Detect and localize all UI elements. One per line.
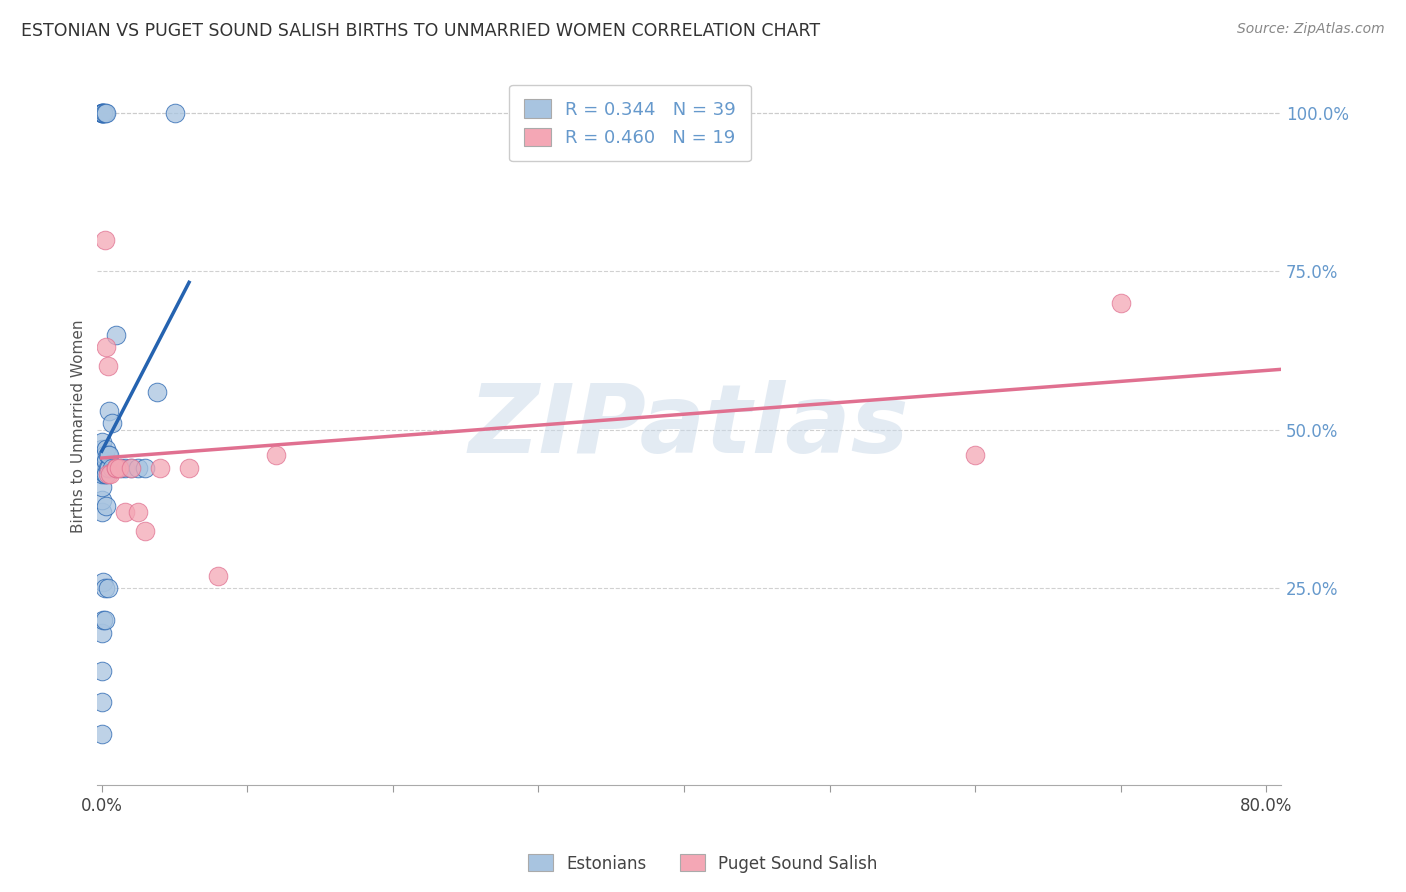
Text: ZIPatlas: ZIPatlas xyxy=(468,380,910,473)
Point xyxy=(96,581,118,595)
Point xyxy=(134,524,156,539)
Point xyxy=(98,460,121,475)
Point xyxy=(90,454,112,468)
Legend: Estonians, Puget Sound Salish: Estonians, Puget Sound Salish xyxy=(522,847,884,880)
Point xyxy=(90,492,112,507)
Point xyxy=(90,442,112,456)
Point xyxy=(98,448,121,462)
Point xyxy=(90,727,112,741)
Point xyxy=(110,460,132,475)
Point xyxy=(127,460,149,475)
Point xyxy=(91,574,114,589)
Point xyxy=(94,499,117,513)
Point xyxy=(90,480,112,494)
Point xyxy=(105,327,128,342)
Point xyxy=(163,106,186,120)
Point xyxy=(93,448,115,462)
Point xyxy=(90,435,112,450)
Point xyxy=(91,106,114,120)
Point xyxy=(134,460,156,475)
Point xyxy=(177,460,200,475)
Point xyxy=(149,460,172,475)
Point xyxy=(93,467,115,482)
Point xyxy=(93,106,115,120)
Point xyxy=(94,106,117,120)
Point xyxy=(90,467,112,482)
Point xyxy=(94,442,117,456)
Point xyxy=(1109,296,1132,310)
Point xyxy=(93,613,115,627)
Point xyxy=(90,448,112,462)
Point xyxy=(101,460,124,475)
Point xyxy=(94,454,117,468)
Point xyxy=(114,460,136,475)
Point xyxy=(146,384,169,399)
Point xyxy=(965,448,987,462)
Point xyxy=(105,460,128,475)
Point xyxy=(108,460,131,475)
Point xyxy=(91,106,114,120)
Point xyxy=(100,467,122,482)
Point xyxy=(90,625,112,640)
Point xyxy=(98,404,121,418)
Point xyxy=(207,568,229,582)
Point xyxy=(105,460,128,475)
Point xyxy=(266,448,288,462)
Point xyxy=(127,505,149,519)
Point xyxy=(120,460,142,475)
Point xyxy=(94,467,117,482)
Point xyxy=(114,505,136,519)
Point xyxy=(101,417,124,431)
Point xyxy=(96,359,118,374)
Text: Source: ZipAtlas.com: Source: ZipAtlas.com xyxy=(1237,22,1385,37)
Point xyxy=(94,340,117,354)
Point xyxy=(91,613,114,627)
Y-axis label: Births to Unmarried Women: Births to Unmarried Women xyxy=(72,320,86,533)
Point xyxy=(93,581,115,595)
Text: ESTONIAN VS PUGET SOUND SALISH BIRTHS TO UNMARRIED WOMEN CORRELATION CHART: ESTONIAN VS PUGET SOUND SALISH BIRTHS TO… xyxy=(21,22,820,40)
Point xyxy=(96,448,118,462)
Point xyxy=(90,664,112,678)
Point xyxy=(96,460,118,475)
Point xyxy=(96,467,118,482)
Point xyxy=(90,106,112,120)
Point xyxy=(90,695,112,709)
Legend: R = 0.344   N = 39, R = 0.460   N = 19: R = 0.344 N = 39, R = 0.460 N = 19 xyxy=(509,85,751,161)
Point xyxy=(90,106,112,120)
Point xyxy=(90,106,112,120)
Point xyxy=(90,505,112,519)
Point xyxy=(90,460,112,475)
Point xyxy=(93,233,115,247)
Point xyxy=(93,460,115,475)
Point xyxy=(120,460,142,475)
Point xyxy=(105,460,128,475)
